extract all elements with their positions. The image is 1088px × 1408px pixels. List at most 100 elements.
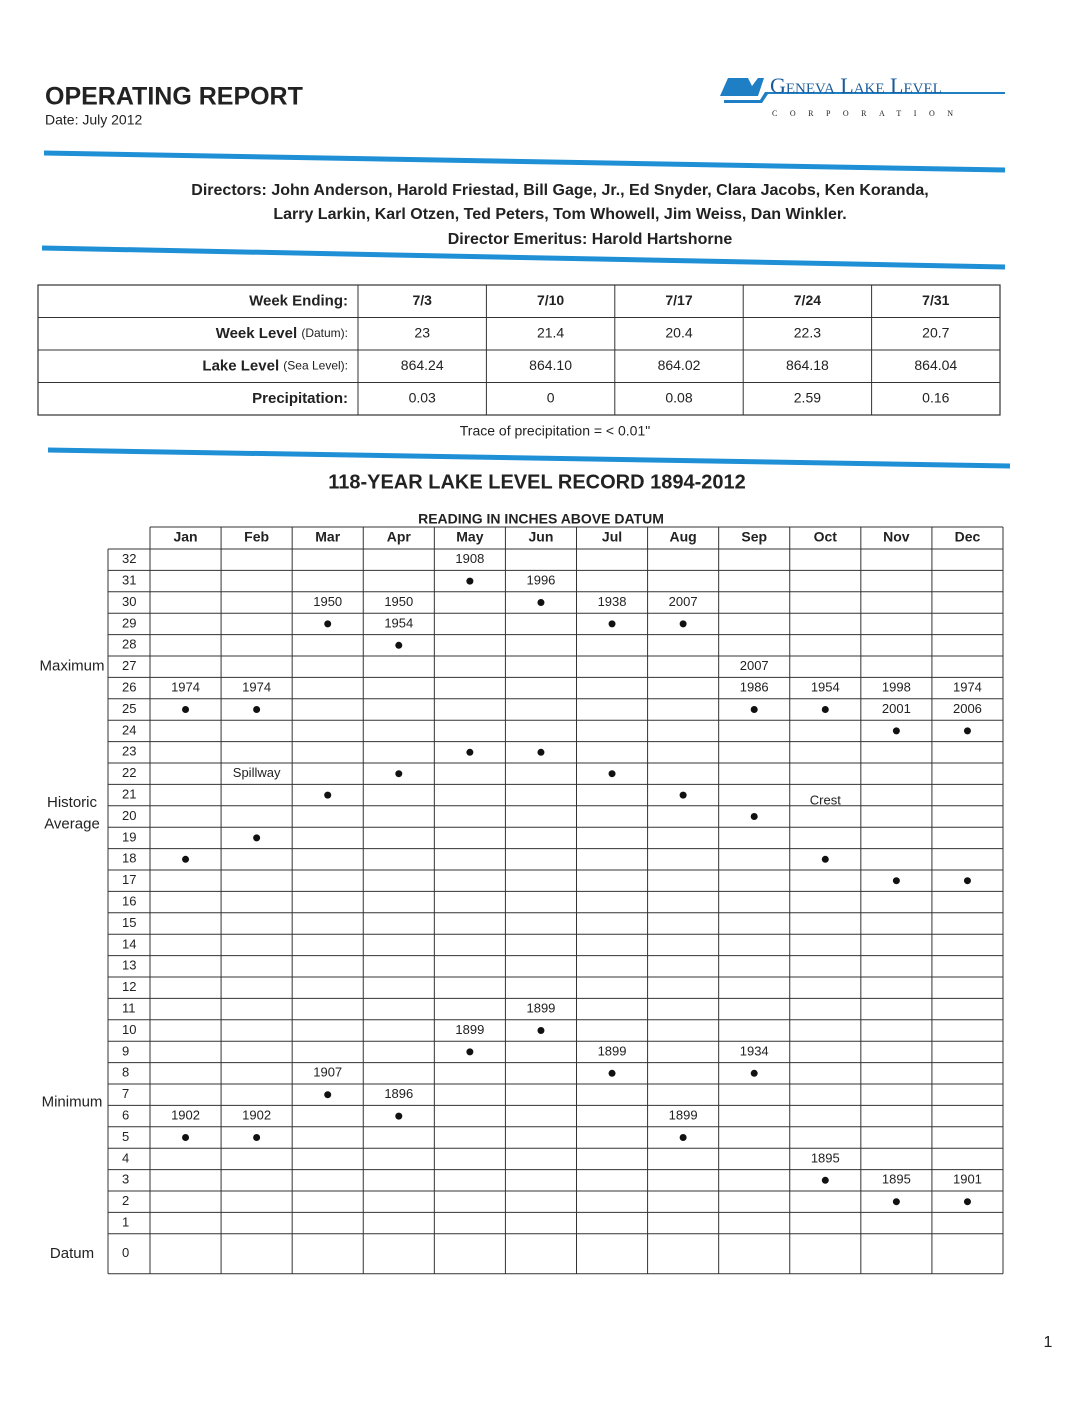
table-cell: 864.02 (658, 357, 701, 373)
record-dot (892, 877, 900, 885)
record-year: 1902 (242, 1108, 271, 1123)
table-cell: 0 (547, 389, 555, 405)
level-label: 17 (122, 872, 136, 887)
record-dot (395, 641, 403, 649)
record-dot (324, 791, 332, 799)
directors-line: Directors: John Anderson, Harold Friesta… (191, 182, 928, 199)
record-year: 1974 (242, 680, 271, 695)
level-label: 15 (122, 915, 136, 930)
side-label: Average (44, 815, 100, 832)
record-dot (253, 834, 261, 842)
record-year: 1938 (598, 594, 627, 609)
level-label: 29 (122, 615, 136, 630)
record-dot (537, 1027, 545, 1034)
side-label: Historic (47, 794, 98, 811)
table-cell: 20.4 (665, 324, 692, 340)
month-label: Mar (315, 529, 340, 545)
table-cell: 864.04 (914, 357, 957, 373)
level-label: 24 (122, 722, 136, 737)
table-cell: 7/10 (537, 292, 564, 308)
level-label: 31 (122, 573, 136, 588)
record-dot (963, 727, 971, 735)
table-cell: 7/3 (412, 292, 432, 308)
level-label: 25 (122, 701, 136, 716)
month-label: Jun (529, 529, 554, 545)
table-cell: 20.7 (922, 324, 949, 340)
record-dot (395, 770, 403, 778)
record-dot (750, 1069, 758, 1077)
record-dot (750, 706, 758, 713)
level-label: 27 (122, 658, 136, 673)
level-label: 8 (122, 1065, 129, 1080)
month-label: Jul (602, 529, 622, 545)
record-grid: 3231302928272625242322212019181716151413… (39, 526, 1004, 1275)
table-cell: 7/24 (794, 292, 821, 308)
row-label-note: (Datum): (301, 326, 348, 340)
record-dot (821, 1176, 829, 1184)
weekly-table: Week Ending: 7/3 7/10 7/17 7/24 7/31 Week Leve… (37, 284, 1001, 416)
record-year: 2006 (953, 701, 982, 716)
level-label: 5 (122, 1129, 129, 1144)
record-dot (395, 1112, 403, 1120)
record-year: 1899 (526, 1001, 555, 1016)
table-cell: 7/31 (922, 292, 949, 308)
divider (43, 150, 1006, 173)
level-label: 4 (122, 1150, 129, 1165)
record-dot (679, 1134, 687, 1141)
record-dot (963, 877, 971, 885)
record-year: 2007 (669, 594, 698, 609)
emeritus-name: Harold Hartshorne (592, 231, 733, 248)
month-label: May (456, 529, 483, 545)
level-label: 13 (122, 958, 136, 973)
record-year: 2007 (740, 658, 769, 673)
record-dot (608, 770, 616, 778)
page-number: 1 (1044, 1334, 1053, 1351)
level-label: 12 (122, 979, 136, 994)
record-year: 1908 (455, 551, 484, 566)
row-label-text: Week Level (216, 325, 297, 342)
record-year: 2001 (882, 701, 911, 716)
table-cell: 23 (414, 324, 430, 340)
level-label: 28 (122, 637, 136, 652)
record-dot (679, 791, 687, 799)
level-label: 20 (122, 808, 136, 823)
side-label: Maximum (39, 658, 104, 675)
record-year: 1902 (171, 1108, 200, 1123)
level-label: 3 (122, 1172, 129, 1187)
table-cell: 0.16 (922, 389, 949, 405)
record-dot (963, 1198, 971, 1206)
report-date: Date: July 2012 (45, 112, 142, 128)
record-dot (892, 1198, 900, 1206)
record-dot (821, 855, 829, 863)
record-year: 1901 (953, 1172, 982, 1187)
record-year: 1974 (171, 680, 200, 695)
table-cell: 864.10 (529, 357, 572, 373)
level-label: 26 (122, 680, 136, 695)
record-year: 1899 (669, 1108, 698, 1123)
record-year: 1974 (953, 680, 982, 695)
level-label: 0 (122, 1245, 129, 1260)
level-label: 18 (122, 851, 136, 866)
month-label: Feb (244, 529, 269, 545)
row-label: Week Level (Datum): (216, 325, 348, 342)
record-dot (182, 706, 190, 713)
row-label: Precipitation: (252, 390, 348, 407)
record-dot (679, 620, 687, 628)
record-dot (182, 855, 190, 863)
level-label: 23 (122, 744, 136, 759)
level-label: 1 (122, 1215, 129, 1230)
record-year: 1954 (811, 680, 840, 695)
table-cell: 864.18 (786, 357, 829, 373)
record-title: 118-YEAR LAKE LEVEL RECORD 1894-2012 (328, 471, 746, 493)
level-label: 6 (122, 1108, 129, 1123)
record-year: 1986 (740, 680, 769, 695)
month-label: Aug (670, 529, 697, 545)
record-dot (324, 1091, 332, 1099)
side-label: Datum (50, 1245, 94, 1262)
row-label-note: (Sea Level): (283, 358, 348, 372)
level-label: 30 (122, 594, 136, 609)
record-year: 1896 (384, 1086, 413, 1101)
record-subtitle: READING IN INCHES ABOVE DATUM (418, 511, 664, 527)
table-cell: 2.59 (794, 389, 821, 405)
table-cell: 22.3 (794, 324, 821, 340)
